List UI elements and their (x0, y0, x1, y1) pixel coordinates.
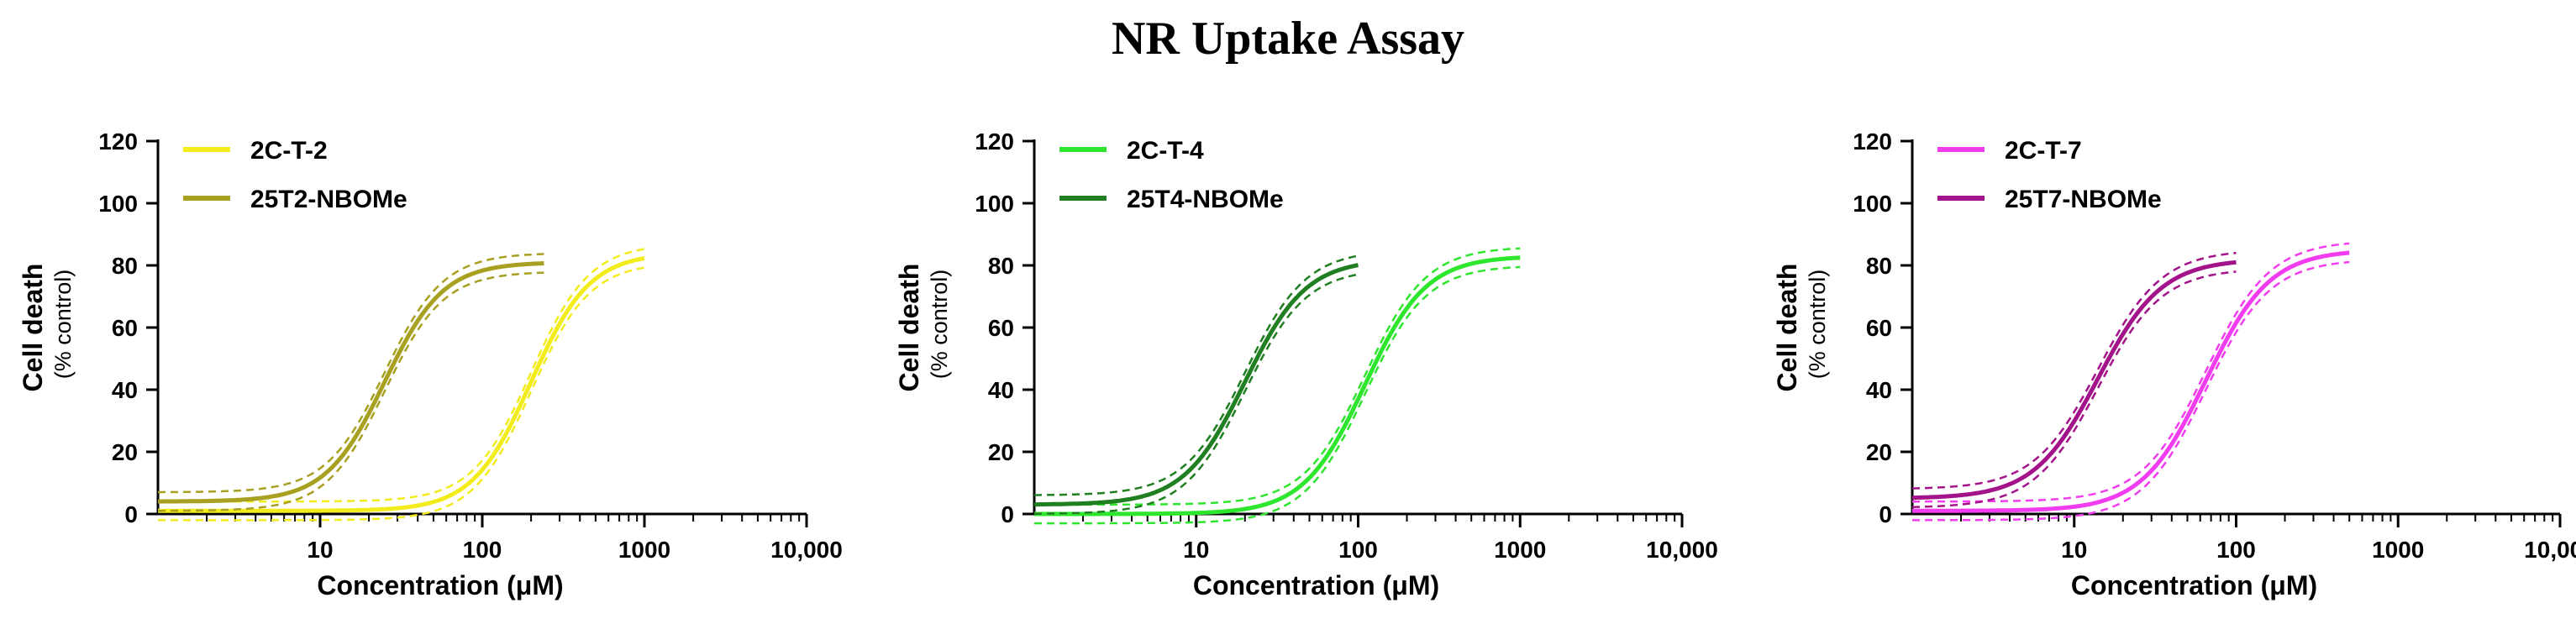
series-2-ci-lower (1034, 273, 1359, 515)
series-2-fit-line (158, 261, 544, 504)
series-2-fit-line (1912, 260, 2237, 501)
y-tick-label: 40 (988, 377, 1014, 403)
x-tick-label: 10 (1183, 537, 1209, 563)
y-tick-label: 100 (1853, 191, 1892, 217)
y-tick-label: 0 (1001, 501, 1014, 527)
series-1-ci-lower (1034, 265, 1521, 525)
x-tick-label: 10,000 (2524, 537, 2576, 563)
y-axis-label: Cell death (1772, 264, 1802, 392)
series-2-ci-lower (1912, 270, 2237, 508)
y-tick-label: 60 (1866, 315, 1892, 341)
legend-label: 2C-T-2 (250, 137, 328, 165)
x-tick-label: 100 (463, 537, 502, 563)
y-axis-sublabel: (% control) (927, 270, 952, 380)
x-tick-label: 1000 (618, 537, 670, 563)
y-tick-label: 120 (975, 128, 1014, 155)
chart-panel-2: 0 20 40 60 80 100 120 10 100 1000 10,000 Concentrat… (894, 128, 1718, 600)
x-axis-label: Concentration (μM) (317, 570, 563, 600)
y-axis-label: Cell death (894, 264, 924, 392)
series-1-fit-line (158, 256, 645, 513)
y-tick-label: 80 (988, 253, 1014, 279)
x-tick-label: 10,000 (770, 537, 843, 563)
y-tick-label: 100 (98, 191, 138, 217)
y-tick-label: 20 (1866, 439, 1892, 465)
y-tick-label: 100 (975, 191, 1014, 217)
y-axis-sublabel: (% control) (50, 270, 76, 380)
y-tick-label: 80 (1866, 253, 1892, 279)
x-tick-label: 1000 (2372, 537, 2424, 563)
series-2-ci-lower (158, 271, 544, 512)
series-1-ci-upper (158, 248, 645, 503)
y-tick-label: 20 (988, 439, 1014, 465)
chart-panel-3: 0 20 40 60 80 100 120 10 100 1000 10,000 Concentrat… (1772, 128, 2576, 600)
y-tick-label: 0 (1879, 501, 1892, 527)
x-axis-label: Concentration (μM) (2071, 570, 2317, 600)
series-2-ci-upper (1034, 254, 1359, 496)
x-tick-label: 10 (307, 537, 333, 563)
series-2-ci-upper (158, 253, 544, 494)
x-axis-label: Concentration (μM) (1193, 570, 1439, 600)
y-tick-label: 40 (1866, 377, 1892, 403)
y-tick-label: 120 (98, 128, 138, 155)
legend-label: 25T2-NBOMe (250, 186, 407, 213)
series-1-ci-lower (1912, 260, 2350, 522)
x-tick-label: 100 (1338, 537, 1378, 563)
series-1-ci-lower (158, 266, 645, 522)
series-1-ci-upper (1912, 242, 2350, 503)
series-1-fit-line (1912, 250, 2350, 513)
legend-label: 25T7-NBOMe (2005, 186, 2162, 213)
x-tick-label: 100 (2216, 537, 2256, 563)
series-2-fit-line (1034, 263, 1359, 507)
chart-panel-1: 0 20 40 60 80 100 120 10 100 1000 10,000 Concentrat… (18, 128, 843, 600)
x-tick-label: 10 (2061, 537, 2087, 563)
series-2-ci-upper (1912, 251, 2237, 490)
legend-label: 2C-T-7 (2005, 137, 2082, 165)
y-tick-label: 40 (112, 377, 138, 403)
x-tick-label: 1000 (1494, 537, 1546, 563)
y-tick-label: 80 (112, 253, 138, 279)
series-1-fit-line (1034, 255, 1521, 517)
figure-title: NR Uptake Assay (1111, 13, 1465, 65)
y-tick-label: 60 (988, 315, 1014, 341)
legend-label: 25T4-NBOMe (1127, 186, 1284, 213)
y-tick-label: 20 (112, 439, 138, 465)
y-tick-label: 120 (1853, 128, 1892, 155)
y-tick-label: 0 (124, 501, 138, 527)
x-tick-label: 10,000 (1646, 537, 1718, 563)
series-1-ci-upper (1034, 247, 1521, 506)
legend-label: 2C-T-4 (1127, 137, 1204, 165)
y-axis-label: Cell death (18, 264, 48, 392)
y-tick-label: 60 (112, 315, 138, 341)
y-axis-sublabel: (% control) (1805, 270, 1830, 380)
